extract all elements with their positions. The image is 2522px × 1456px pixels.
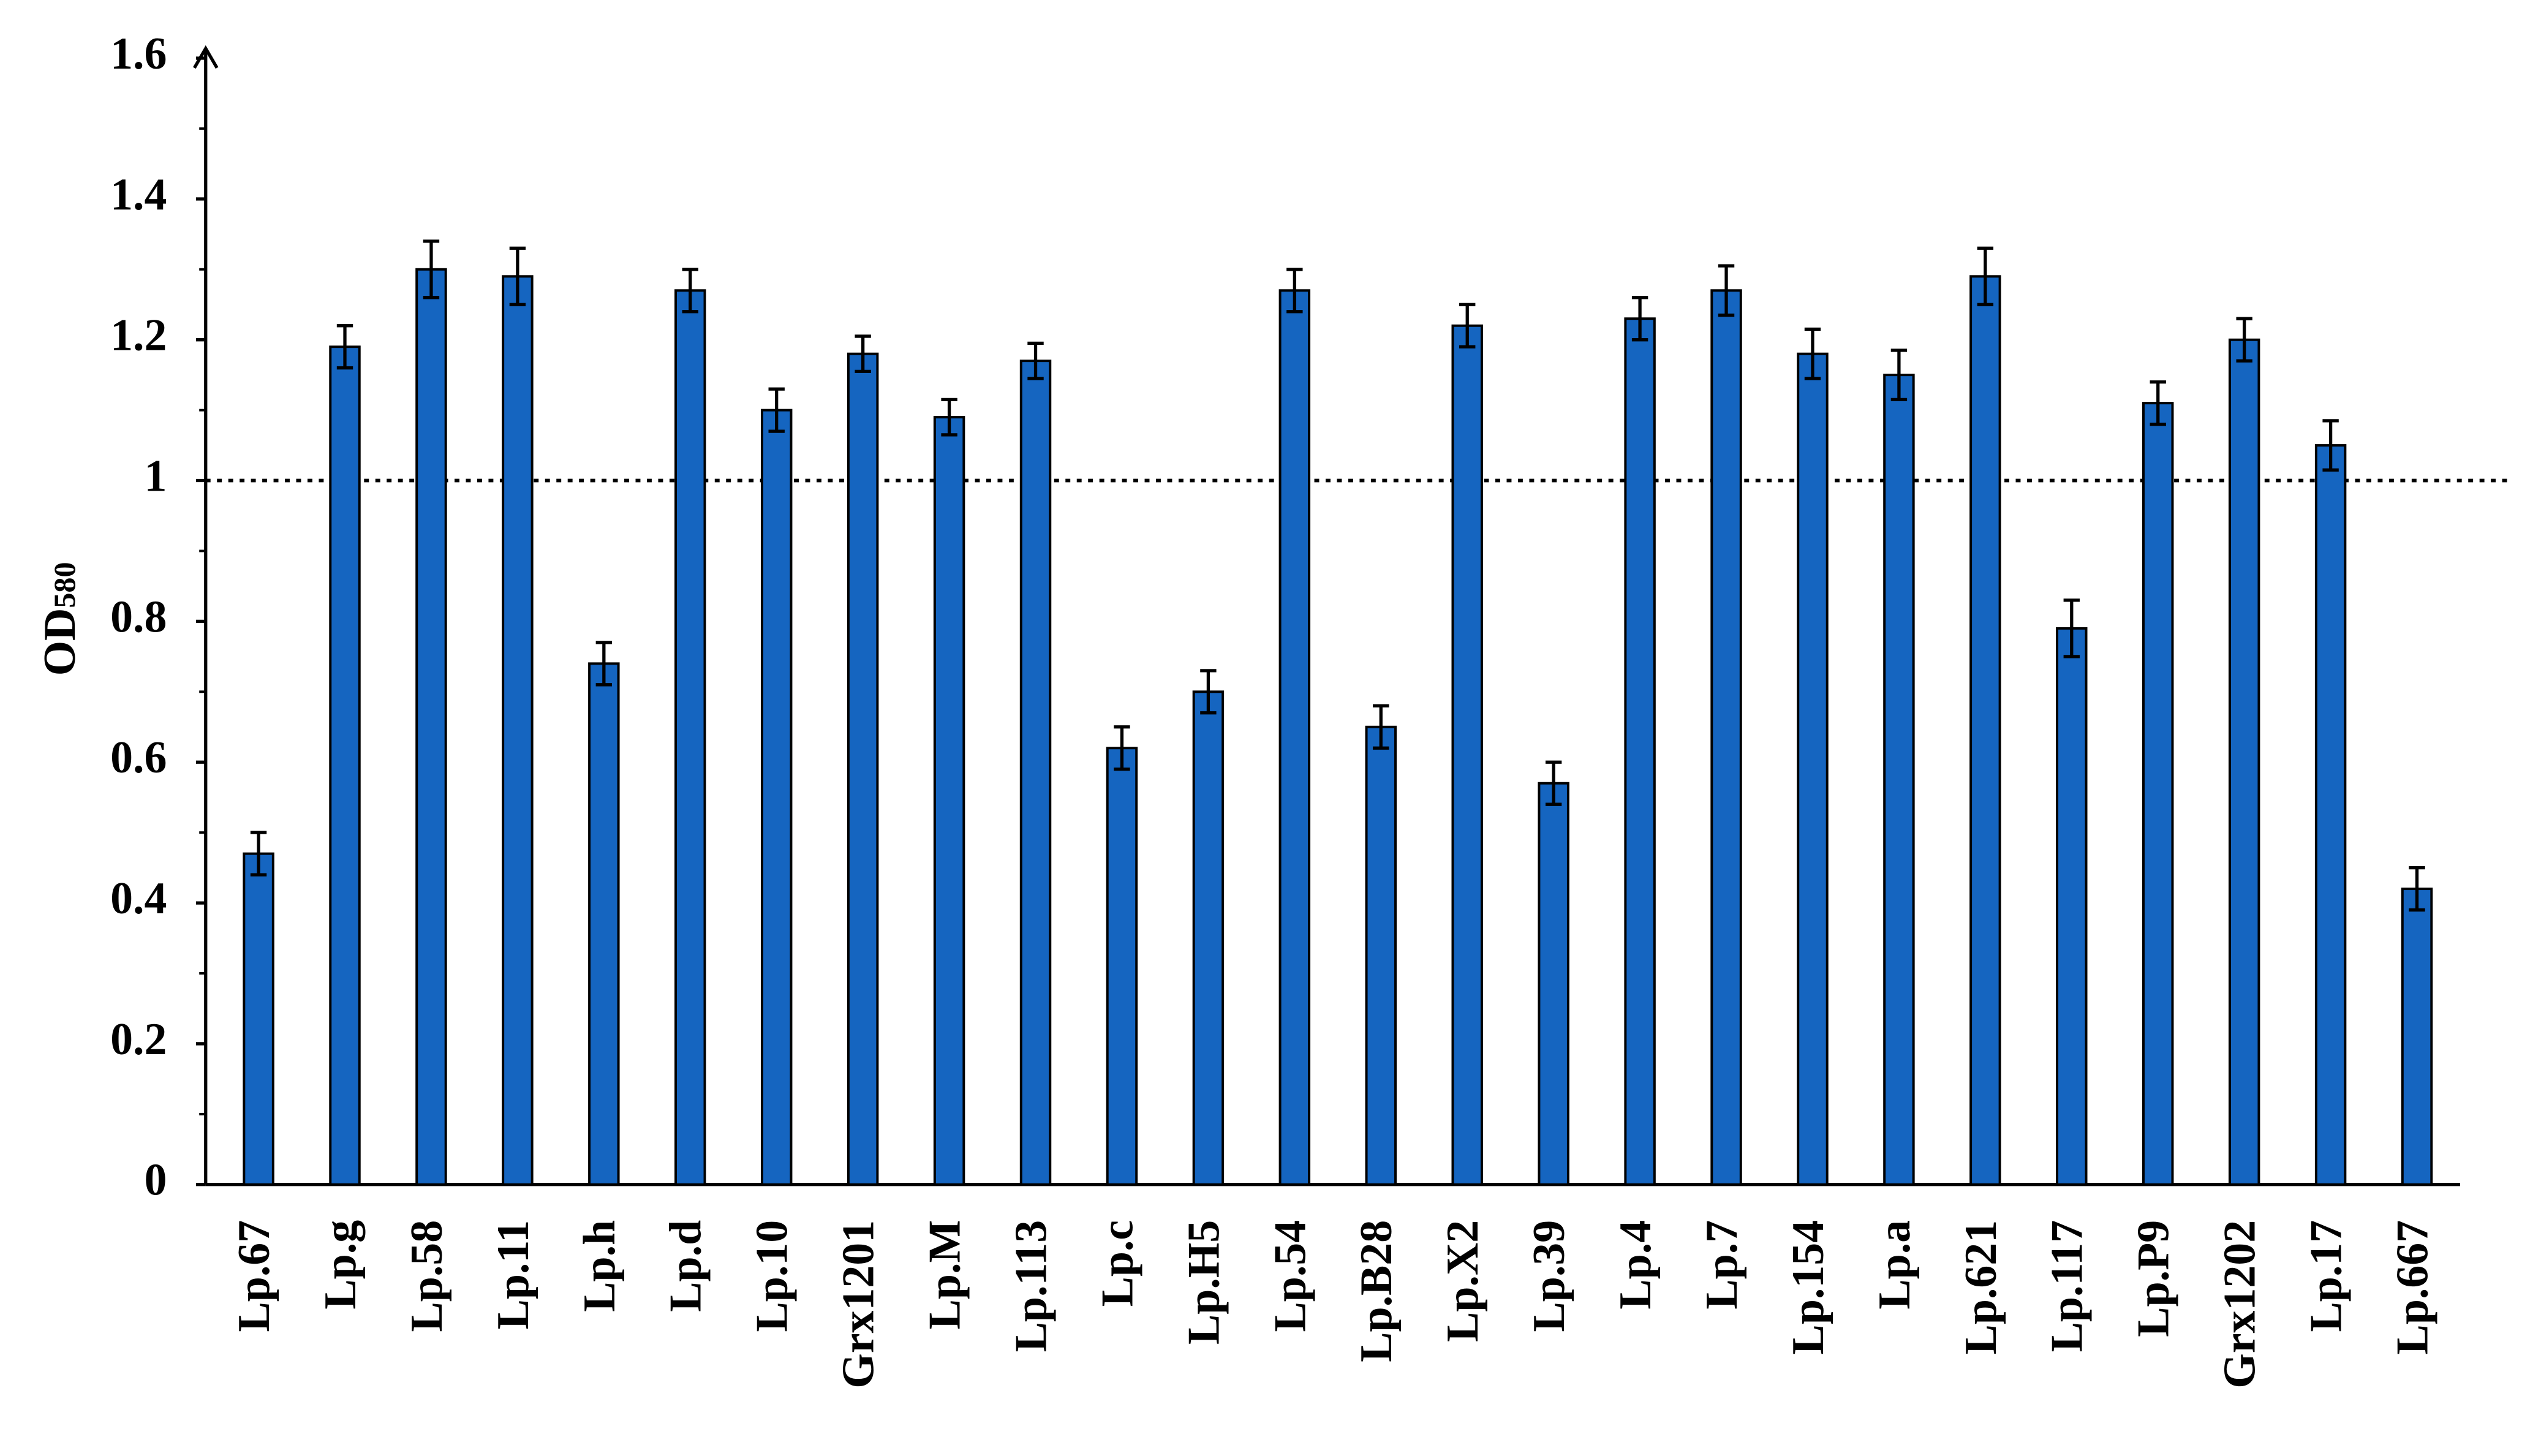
bar <box>2142 402 2174 1186</box>
x-tick-label: Lp.X2 <box>1437 1220 1487 1342</box>
y-tick-label: 0.4 <box>110 873 167 923</box>
x-tick-label: Grx1201 <box>833 1220 883 1389</box>
x-tick-label: Lp.M <box>919 1220 970 1330</box>
x-tick-label: Lp.154 <box>1783 1220 1833 1355</box>
bar <box>1192 690 1225 1186</box>
bar <box>329 345 361 1186</box>
x-tick-label: Lp.54 <box>1264 1220 1315 1332</box>
x-tick-label: Lp.10 <box>747 1220 797 1332</box>
bar <box>2056 627 2088 1186</box>
x-tick-label: Lp.667 <box>2387 1220 2437 1355</box>
x-tick-label: Lp.113 <box>1005 1220 1055 1352</box>
y-label-subscript: 580 <box>47 562 81 608</box>
bar <box>1278 289 1311 1186</box>
bar <box>933 416 965 1186</box>
x-tick-label: Lp.117 <box>2042 1220 2092 1352</box>
x-tick-label: Lp.621 <box>1955 1220 2006 1355</box>
bar <box>2401 888 2433 1186</box>
bar <box>1624 317 1656 1186</box>
y-axis-arrow <box>193 45 219 69</box>
y-axis-label: OD580 <box>34 562 85 676</box>
bar <box>2228 338 2260 1186</box>
y-tick-label: 0.2 <box>110 1014 167 1064</box>
bar <box>847 352 879 1186</box>
x-tick-label: Lp.B28 <box>1351 1220 1401 1362</box>
x-tick-label: Lp.11 <box>488 1220 538 1330</box>
x-tick-label: Lp.d <box>660 1220 711 1312</box>
bar <box>1451 324 1483 1186</box>
x-tick-label: Lp.67 <box>228 1220 279 1332</box>
bar <box>1365 725 1397 1186</box>
bar <box>1538 782 1569 1186</box>
y-tick-label: 1 <box>145 450 167 500</box>
y-tick-label: 1.2 <box>110 310 167 360</box>
bar <box>760 409 793 1186</box>
x-tick-label: Lp.7 <box>1696 1220 1746 1310</box>
bar <box>415 268 447 1186</box>
y-tick-label: 0.8 <box>110 591 167 641</box>
bar <box>1969 275 2001 1186</box>
x-tick-label: Lp.4 <box>1610 1220 1660 1310</box>
bar <box>1797 352 1829 1186</box>
x-tick-label: Lp.P9 <box>2128 1220 2178 1337</box>
bar <box>674 289 706 1186</box>
bar <box>1883 374 1915 1186</box>
y-tick-label: 0 <box>145 1155 167 1205</box>
y-tick-label: 1.6 <box>110 28 167 78</box>
bar <box>2314 444 2347 1186</box>
x-tick-label: Lp.a <box>1869 1220 1919 1310</box>
bar <box>1019 360 1052 1186</box>
x-tick-label: Lp.h <box>574 1220 624 1312</box>
x-tick-label: Lp.58 <box>401 1220 451 1332</box>
bar <box>1106 747 1138 1186</box>
x-tick-label: Lp.17 <box>2301 1220 2351 1332</box>
bar <box>588 662 620 1186</box>
x-tick-label: Lp.39 <box>1523 1220 1574 1332</box>
x-tick-label: Lp.H5 <box>1178 1220 1228 1345</box>
y-label-text: OD <box>34 608 85 676</box>
y-tick-label: 1.4 <box>110 169 167 219</box>
bar <box>243 852 274 1186</box>
x-tick-label: Grx1202 <box>2214 1220 2265 1389</box>
x-tick-label: Lp.c <box>1092 1220 1142 1307</box>
x-tick-label: Lp.g <box>315 1220 365 1310</box>
bar <box>502 275 534 1186</box>
y-tick-label: 0.6 <box>110 732 167 782</box>
bar <box>1710 289 1742 1186</box>
